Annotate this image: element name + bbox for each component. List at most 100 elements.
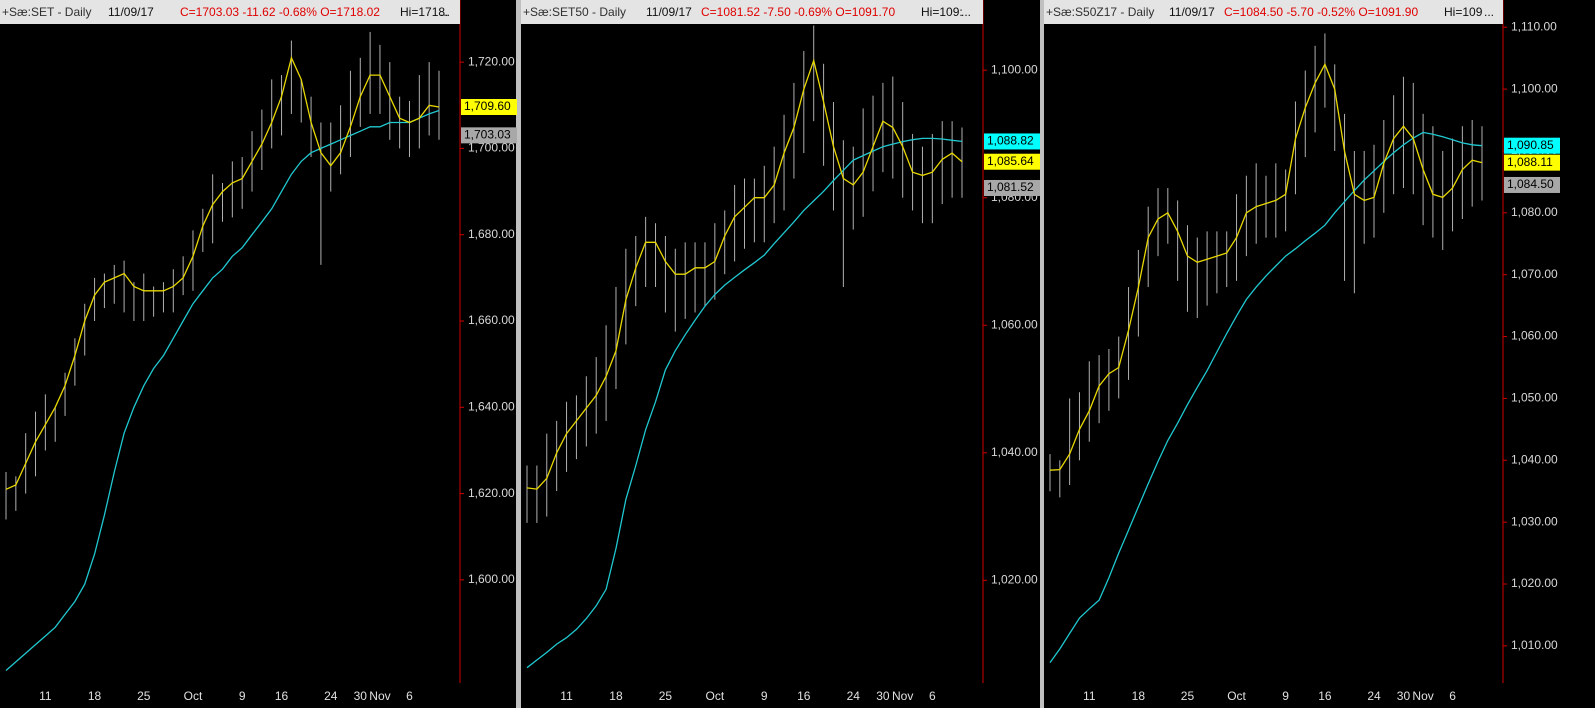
price-label: 1,703.03 xyxy=(464,128,511,142)
header-hi: Hi=109: xyxy=(921,5,963,19)
price-label-box xyxy=(984,180,1040,197)
header-date: 11/09/17 xyxy=(108,5,154,19)
x-tick-label: 9 xyxy=(239,689,246,703)
header-symbol: +Sæ:SET50 - Daily xyxy=(523,5,626,19)
moving-average-line xyxy=(1049,131,1483,663)
x-tick-label: 16 xyxy=(275,689,289,703)
header-quote: C=1703.03 -11.62 -0.68% O=1718.02 xyxy=(180,5,380,19)
y-tick-label: 1,100.00 xyxy=(991,62,1038,76)
x-tick-label: 25 xyxy=(1181,689,1195,703)
y-tick-label: 1,080.00 xyxy=(1511,205,1558,219)
x-axis-band xyxy=(1044,683,1595,708)
price-label: 1,088.82 xyxy=(987,134,1034,148)
price-label: 1,709.60 xyxy=(464,99,511,113)
chart-panel: 1,600.00 1,620.00 1,640.00 1,660.00 1,680.00… xyxy=(0,0,517,708)
y-tick-label: 1,020.00 xyxy=(1511,576,1558,590)
y-tick-label: 1,700.00 xyxy=(468,141,515,155)
moving-average-line xyxy=(1049,62,1483,471)
price-label: 1,084.50 xyxy=(1507,177,1554,191)
moving-average-line xyxy=(526,58,963,490)
header-hi: Hi=109 xyxy=(1444,5,1483,19)
x-tick-label: 18 xyxy=(88,689,102,703)
x-tick-label: 11 xyxy=(560,689,573,703)
x-tick-label: 18 xyxy=(1132,689,1146,703)
header-bar xyxy=(521,0,983,24)
y-tick-label: 1,040.00 xyxy=(991,445,1038,459)
chart-panel: 1,020.001,040.001,060.001,080.001,100.00… xyxy=(521,0,1040,708)
y-tick-label: 1,020.00 xyxy=(991,572,1038,586)
chart-panel: 1,010.00 1,020.00 1,030.00 1,040.00 1,050.00… xyxy=(1044,0,1595,708)
header-more: ... xyxy=(440,5,450,19)
price-label-box xyxy=(461,127,517,144)
header-date: 11/09/17 xyxy=(646,5,692,19)
x-tick-label: 25 xyxy=(137,689,151,703)
moving-average-line xyxy=(5,55,440,490)
x-tick-label: Nov xyxy=(892,689,913,703)
x-tick-label: 30 xyxy=(1397,689,1411,703)
x-tick-label: Oct xyxy=(1227,689,1246,703)
x-tick-label: 11 xyxy=(39,689,52,703)
y-tick-label: 1,030.00 xyxy=(1511,514,1558,528)
header-date: 11/09/17 xyxy=(1169,5,1215,19)
x-tick-label: 11 xyxy=(1083,689,1096,703)
y-tick-label: 1,060.00 xyxy=(1511,329,1558,343)
panel-background xyxy=(0,0,516,708)
y-tick-label: 1,060.00 xyxy=(991,317,1038,331)
price-label-box xyxy=(1504,176,1560,193)
moving-average-line xyxy=(5,109,440,671)
price-label-box xyxy=(1504,137,1560,154)
header-quote: C=1081.52 -7.50 -0.69% O=1091.70 xyxy=(701,5,895,19)
y-tick-label: 1,070.00 xyxy=(1511,267,1558,281)
x-tick-label: 9 xyxy=(1282,689,1289,703)
y-tick-label: 1,100.00 xyxy=(1511,81,1558,95)
x-axis-band xyxy=(0,683,516,708)
header-more: ... xyxy=(1484,5,1494,19)
y-tick-label: 1,720.00 xyxy=(468,54,515,68)
x-tick-label: 16 xyxy=(797,689,811,703)
x-tick-label: 30 xyxy=(876,689,890,703)
x-tick-label: Oct xyxy=(184,689,203,703)
header-symbol: +Sæ:S50Z17 - Daily xyxy=(1046,5,1154,19)
x-tick-label: 25 xyxy=(659,689,673,703)
price-label: 1,085.64 xyxy=(987,154,1034,168)
header-quote: C=1084.50 -5.70 -0.52% O=1091.90 xyxy=(1224,5,1418,19)
x-tick-label: 24 xyxy=(847,689,861,703)
x-axis-band xyxy=(521,683,1040,708)
y-tick-label: 1,010.00 xyxy=(1511,638,1558,652)
header-hi: Hi=1718. xyxy=(400,5,448,19)
price-label: 1,090.85 xyxy=(1507,138,1554,152)
y-tick-label: 1,680.00 xyxy=(468,227,515,241)
header-bar xyxy=(0,0,460,24)
x-tick-label: 24 xyxy=(1367,689,1381,703)
price-label: 1,088.11 xyxy=(1507,155,1553,169)
y-tick-label: 1,600.00 xyxy=(468,572,515,586)
y-tick-label: 1,620.00 xyxy=(468,486,515,500)
header-more: ... xyxy=(961,5,971,19)
panel-background xyxy=(521,0,1040,708)
header-bar xyxy=(1044,0,1503,24)
y-tick-label: 1,050.00 xyxy=(1511,391,1558,405)
x-tick-label: 6 xyxy=(406,689,413,703)
price-label: 1,081.52 xyxy=(987,180,1034,194)
x-tick-label: Nov xyxy=(369,689,390,703)
y-tick-label: 1,040.00 xyxy=(1511,452,1558,466)
price-label-box xyxy=(984,153,1040,170)
y-tick-label: 1,660.00 xyxy=(468,313,515,327)
x-tick-label: 6 xyxy=(1449,689,1456,703)
x-tick-label: 9 xyxy=(761,689,768,703)
y-tick-label: 1,640.00 xyxy=(468,399,515,413)
price-label-box xyxy=(1504,154,1560,171)
panel-background xyxy=(1044,0,1595,708)
x-tick-label: 16 xyxy=(1318,689,1332,703)
price-label-box xyxy=(984,133,1040,150)
price-label-box xyxy=(461,99,517,116)
x-tick-label: 6 xyxy=(929,689,936,703)
x-tick-label: 18 xyxy=(609,689,623,703)
x-tick-label: Nov xyxy=(1412,689,1433,703)
moving-average-line xyxy=(526,137,963,669)
x-tick-label: 24 xyxy=(324,689,338,703)
x-tick-label: 30 xyxy=(354,689,368,703)
x-tick-label: Oct xyxy=(706,689,725,703)
